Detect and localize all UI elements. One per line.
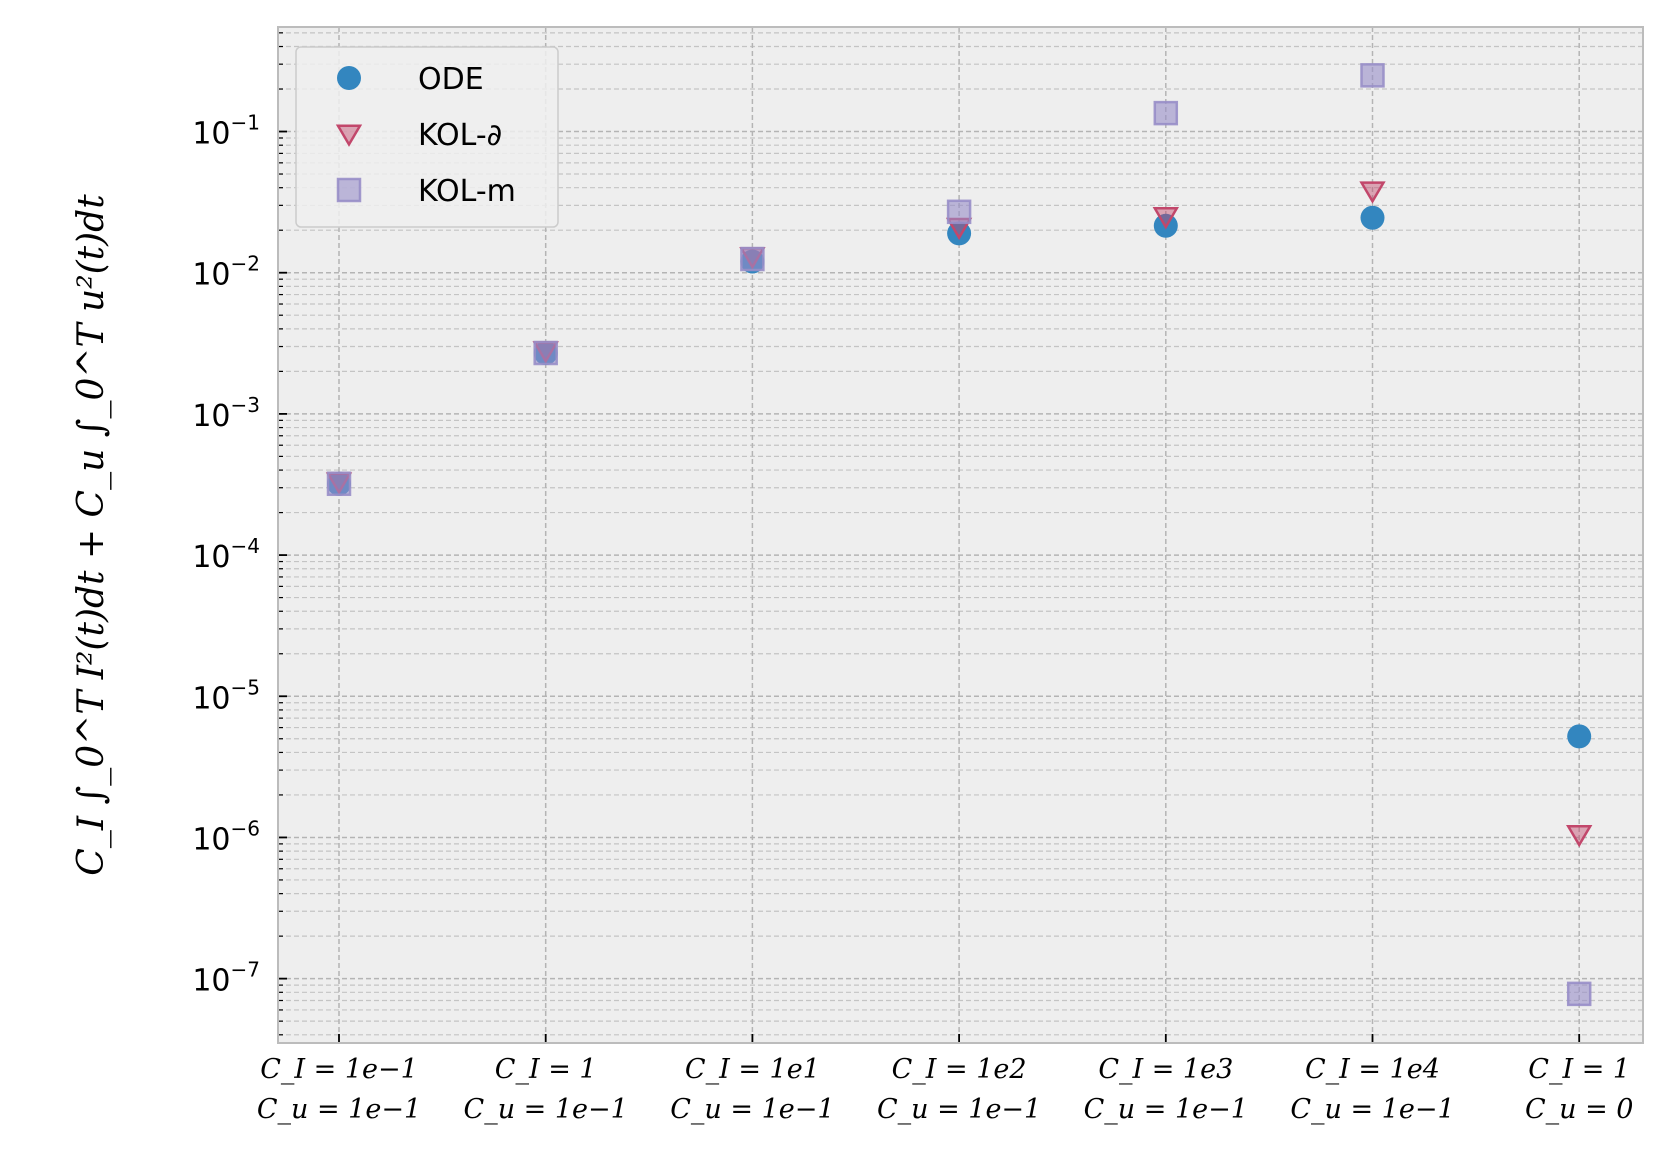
data-point (1567, 724, 1592, 749)
x-tick-label-line1: C_I = 1e4 (1305, 1054, 1440, 1085)
data-point (533, 340, 558, 366)
legend-label: ODE (418, 62, 484, 97)
y-tick-label: 10−4 (192, 534, 260, 575)
x-tick-label-line2: C_u = 1e−1 (670, 1094, 834, 1125)
legend-marker (336, 177, 362, 203)
data-point (326, 471, 352, 497)
y-tick-label: 10−1 (192, 111, 260, 152)
x-tick-label-line2: C_u = 0 (1525, 1094, 1634, 1125)
y-tick-label: 10−3 (192, 393, 260, 434)
x-tick-label-line2: C_u = 1e−1 (877, 1094, 1041, 1125)
data-point (740, 246, 765, 272)
data-point (1152, 207, 1179, 230)
y-tick-label: 10−6 (192, 816, 260, 857)
x-tick-labels: C_I = 1e−1 C_u = 1e−1 C_I = 1 C_u = 1e−1 C_I… (257, 1054, 1634, 1125)
y-tick-label: 10−7 (192, 958, 260, 999)
x-tick-label-line1: C_I = 1e−1 (260, 1054, 418, 1085)
x-tick-label-line1: C_I = 1 (495, 1054, 597, 1085)
x-tick-label-line1: C_I = 1e2 (892, 1054, 1027, 1085)
data-point (1359, 181, 1386, 204)
data-point (1360, 205, 1385, 230)
y-tick-label: 10−5 (192, 675, 260, 716)
data-point (1566, 824, 1593, 848)
y-axis-label-text: C_I ∫_0^T I²(t)dt + C_u ∫_0^T u²(t)dt (71, 194, 112, 876)
y-axis-label: C_I ∫_0^T I²(t)dt + C_u ∫_0^T u²(t)dt (71, 194, 112, 876)
data-points (325, 63, 1593, 1007)
x-tick-label-line2: C_u = 1e−1 (1290, 1094, 1454, 1125)
y-tick-label: 10−2 (192, 252, 260, 293)
data-point (1566, 981, 1592, 1007)
y-tick-labels: 10−7 10−6 10−5 10−4 10−3 10−2 10−1 (192, 111, 260, 999)
x-tick-label-line2: C_u = 1e−1 (257, 1094, 421, 1125)
series-square (326, 63, 1592, 1007)
x-tick-label-line2: C_u = 1e−1 (464, 1094, 628, 1125)
x-tick-label-line1: C_I = 1e1 (685, 1054, 820, 1085)
legend: ODE KOL-∂ KOL-m (295, 46, 559, 228)
x-tick-label-line2: C_u = 1e−1 (1084, 1094, 1248, 1125)
data-point (946, 199, 972, 225)
legend-label: KOL-m (418, 174, 516, 209)
plot-frame (277, 26, 1644, 1044)
legend-box (295, 46, 559, 228)
x-tick-label-line1: C_I = 1 (1528, 1054, 1630, 1085)
data-point (1153, 100, 1179, 126)
legend-marker (335, 124, 363, 147)
data-point (1360, 63, 1385, 88)
legend-marker (337, 66, 361, 90)
legend-label: KOL-∂ (418, 118, 502, 153)
x-tick-label-line1: C_I = 1e3 (1098, 1054, 1233, 1085)
